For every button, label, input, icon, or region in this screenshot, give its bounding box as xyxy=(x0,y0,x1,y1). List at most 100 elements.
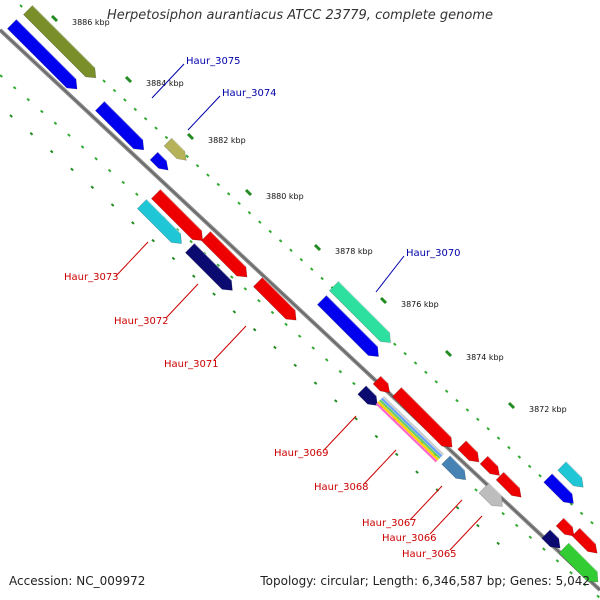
ruler-minor-tick xyxy=(465,408,470,412)
gene-arrow-blue xyxy=(94,100,145,151)
ruler-minor-tick xyxy=(555,559,560,563)
ruler-major-tick xyxy=(313,243,322,252)
gene-arrow-blue-highlight xyxy=(157,151,167,162)
ruler-minor-tick xyxy=(189,239,193,244)
ruler-minor-tick xyxy=(230,275,234,279)
ruler-minor-tick xyxy=(309,267,314,271)
gene-label: Haur_3070 xyxy=(406,248,461,259)
ruler-major-tick xyxy=(507,401,516,410)
ruler-minor-tick xyxy=(590,520,594,525)
gene-arrow-red xyxy=(372,375,391,394)
ruler-minor-tick xyxy=(94,157,98,161)
gene-arrow-red-highlight xyxy=(380,375,389,384)
gene-arrow-red-highlight xyxy=(465,440,478,453)
ruler-tick-label: 3884 kbp xyxy=(146,79,184,88)
ruler-minor-tick xyxy=(9,114,13,118)
ruler-minor-tick xyxy=(569,502,574,506)
ruler-minor-tick xyxy=(0,74,3,78)
ruler-minor-tick xyxy=(517,455,522,459)
accession-text: Accession: NC_009972 xyxy=(9,574,146,588)
gene-stripe-segment xyxy=(375,402,438,463)
ruler-minor-tick xyxy=(40,109,44,114)
gene-arrow-mint-highlight xyxy=(338,280,390,333)
ruler-minor-tick xyxy=(569,570,573,575)
ruler-minor-tick xyxy=(352,381,356,386)
gene-label: Haur_3065 xyxy=(402,549,457,560)
ruler-minor-tick xyxy=(501,511,505,516)
gene-arrow-red xyxy=(571,527,598,554)
ruler-minor-tick xyxy=(216,182,221,187)
gene-arrow-cyan xyxy=(136,198,182,244)
gene-label-leader xyxy=(323,415,357,451)
ruler-tick-label: 3878 kbp xyxy=(335,247,373,256)
ruler-minor-tick xyxy=(252,327,257,332)
ruler-minor-tick xyxy=(496,541,500,546)
gene-arrow-blue xyxy=(149,151,169,171)
ruler-minor-tick xyxy=(354,417,358,421)
ruler-minor-tick xyxy=(135,192,139,196)
ruler-tick-label: 3880 kbp xyxy=(266,192,304,201)
ruler-major-tick xyxy=(186,132,195,141)
ruler-minor-tick xyxy=(226,192,231,196)
gene-arrow-red xyxy=(150,188,204,242)
ruler-major-tick xyxy=(124,75,133,84)
gene-arrow-red xyxy=(479,455,500,476)
ruler-minor-tick xyxy=(107,168,112,173)
ruler-minor-tick xyxy=(237,201,241,206)
gene-label-leader xyxy=(213,325,247,361)
ruler-minor-tick xyxy=(12,86,17,90)
gene-label: Haur_3072 xyxy=(114,316,169,327)
gene-label-leader xyxy=(449,515,483,551)
gene-arrow-mint xyxy=(328,280,391,343)
ruler-minor-tick xyxy=(444,389,449,393)
gene-arrow-cyan-highlight xyxy=(565,461,583,478)
ruler-minor-tick xyxy=(151,238,155,243)
gene-arrow-navy xyxy=(184,242,233,291)
ruler-minor-tick xyxy=(273,345,277,350)
gene-label: Haur_3071 xyxy=(164,359,219,370)
ruler-minor-tick xyxy=(131,221,135,225)
gene-arrow-blue-highlight xyxy=(326,294,378,347)
gene-arrow-olive-highlight xyxy=(32,4,96,69)
ruler-minor-tick xyxy=(133,107,138,112)
ruler-minor-tick xyxy=(102,79,106,83)
ruler-minor-tick xyxy=(582,582,587,587)
ruler-minor-tick xyxy=(26,97,31,102)
ruler-minor-tick xyxy=(284,322,288,327)
ruler-minor-tick xyxy=(247,210,252,215)
gene-label: Haur_3073 xyxy=(64,272,119,283)
gene-label-leader xyxy=(363,449,397,485)
gene-label-leader xyxy=(151,63,185,99)
gene-label: Haur_3068 xyxy=(314,482,369,493)
gene-label: Haur_3067 xyxy=(362,518,417,529)
ruler-major-tick xyxy=(444,349,453,358)
gene-arrow-red-highlight xyxy=(262,276,296,311)
ruler-minor-tick xyxy=(514,523,519,528)
gene-arrow-red-highlight xyxy=(401,386,452,438)
ruler-minor-tick xyxy=(403,351,407,356)
ruler-minor-tick xyxy=(53,121,58,126)
gene-arrow-cyan-highlight xyxy=(146,198,181,234)
ruler-minor-tick xyxy=(455,506,460,510)
ruler-minor-tick xyxy=(112,88,117,93)
ruler-minor-tick xyxy=(185,154,189,159)
gene-label: Haur_3074 xyxy=(222,88,277,99)
gene-arrow-red xyxy=(555,517,575,537)
gene-arrow-navy xyxy=(541,529,561,549)
ruler-minor-tick xyxy=(268,229,273,234)
gene-arrow-red xyxy=(457,440,480,463)
ruler-minor-tick xyxy=(392,342,397,346)
ruler-minor-tick xyxy=(474,488,478,492)
ruler-minor-tick xyxy=(171,256,176,261)
gene-label-leader xyxy=(115,241,149,277)
gene-arrow-grey-highlight xyxy=(488,482,503,497)
ruler-minor-tick xyxy=(243,287,248,291)
ruler-minor-tick xyxy=(164,135,169,140)
gene-arrow-steel-highlight xyxy=(449,455,465,471)
gene-arrow-navy xyxy=(357,385,378,406)
ruler-minor-tick xyxy=(374,434,379,439)
gene-arrow-red xyxy=(391,386,453,448)
ruler-minor-tick xyxy=(334,399,338,403)
ruler-minor-tick xyxy=(324,358,329,362)
ruler-minor-tick xyxy=(191,274,196,279)
